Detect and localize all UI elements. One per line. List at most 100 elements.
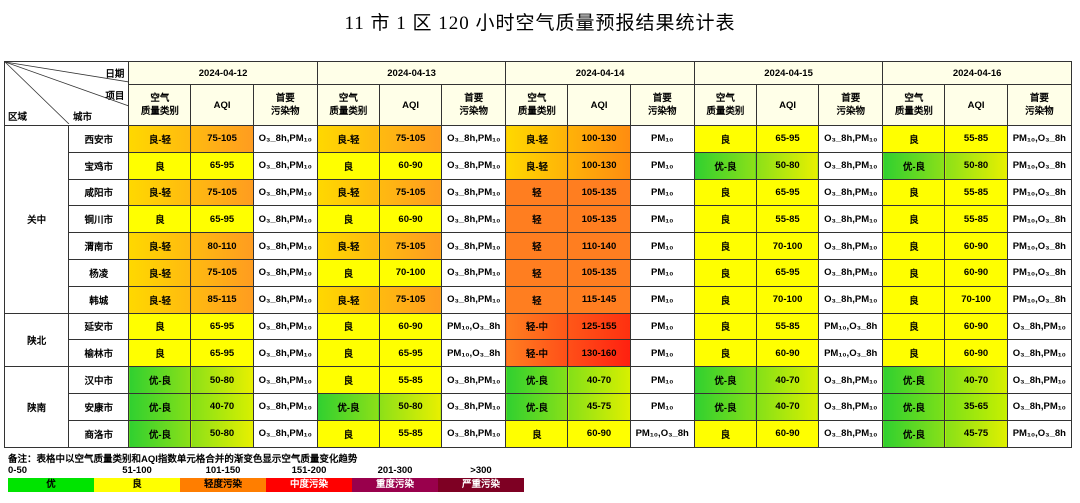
pollutant-cell: O₃_8h,PM₁₀ (252, 392, 318, 421)
category-cell: 良 (882, 312, 946, 341)
category-cell: 优-良 (882, 151, 946, 180)
date-header: 2024-04-16 (882, 61, 1072, 85)
city-cell: 渭南市 (68, 232, 130, 260)
category-header-line2: 质量类别 (329, 106, 368, 117)
aqi-cell: 40-70 (755, 366, 820, 394)
table-row: 渭南市 良-轻 80-110 O₃_8h,PM₁₀ 良-轻 75-105 O₃_8h,PM₁… (5, 232, 1073, 260)
category-cell: 良 (882, 232, 946, 260)
aqi-cell: 75-105 (378, 232, 443, 260)
aqi-cell: 50-80 (190, 419, 254, 448)
date-header: 2024-04-14 (505, 61, 695, 85)
legend-range: 0-50 (8, 465, 28, 476)
aqi-cell: 50-80 (378, 392, 443, 421)
legend-range: 201-300 (377, 465, 413, 476)
category-cell: 良 (693, 285, 757, 314)
corner-item-label: 项目 (105, 91, 125, 102)
pollutant-cell: O₃_8h,PM₁₀ (252, 366, 318, 394)
category-cell: 优-良 (505, 366, 569, 394)
category-cell: 良 (316, 419, 380, 448)
city-cell: 延安市 (68, 312, 130, 341)
legend-range: 151-200 (291, 465, 327, 476)
category-header: 空气 质量类别 (693, 84, 757, 126)
category-cell: 良-轻 (316, 285, 380, 314)
pollutant-cell: PM₁₀,O₃_8h (1006, 285, 1073, 314)
category-header-line2: 质量类别 (894, 106, 933, 117)
category-cell: 良-轻 (128, 232, 192, 260)
pollutant-header-line2: 污染物 (647, 106, 677, 117)
pollutant-cell: PM₁₀ (629, 285, 695, 314)
table-row: 咸阳市 良-轻 75-105 O₃_8h,PM₁₀ 良-轻 75-105 O₃_8h,PM₁… (5, 178, 1073, 207)
category-cell: 优-良 (128, 419, 192, 448)
aqi-cell: 75-105 (378, 178, 443, 207)
legend-swatch: 重度污染 (352, 478, 438, 492)
aqi-header: AQI (755, 84, 820, 126)
table-row: 榆林市良 65-95 O₃_8h,PM₁₀ 良 65-95 PM₁₀,O₃_8h 轻-中 13… (5, 339, 1073, 368)
category-cell: 良 (882, 285, 946, 314)
table-row: 铜川市良 65-95 O₃_8h,PM₁₀ 良 60-90 O₃_8h,PM₁₀ 轻 105-… (5, 205, 1073, 234)
category-cell: 良 (693, 178, 757, 207)
pollutant-cell: O₃_8h,PM₁₀ (252, 419, 318, 448)
legend-swatch: 优 (8, 478, 94, 492)
corner-diagonal-lines (5, 62, 128, 124)
aqi-cell: 70-100 (755, 232, 820, 260)
category-cell: 良 (316, 151, 380, 180)
aqi-cell: 75-105 (378, 125, 443, 153)
table-row: 韩城 良-轻 85-115 O₃_8h,PM₁₀ 良-轻 75-105 O₃_8h,PM₁₀… (5, 285, 1073, 314)
category-header-line2: 质量类别 (517, 106, 556, 117)
corner-city-label: 城市 (73, 112, 93, 123)
category-header: 空气 质量类别 (882, 84, 946, 126)
pollutant-cell: O₃_8h,PM₁₀ (252, 178, 318, 207)
aqi-cell: 65-95 (190, 312, 254, 341)
pollutant-cell: PM₁₀ (629, 125, 695, 153)
pollutant-cell: O₃_8h,PM₁₀ (441, 232, 507, 260)
table-row: 关中 西安市 良-轻 75-105 O₃_8h,PM₁₀ 良-轻 75-105 O₃_8h,P… (3, 125, 1073, 314)
category-cell: 优-良 (882, 392, 946, 421)
pollutant-cell: O₃_8h,PM₁₀ (252, 205, 318, 234)
aqi-header: AQI (567, 84, 631, 126)
pollutant-cell: O₃_8h,PM₁₀ (818, 366, 884, 394)
aqi-cell: 75-105 (378, 285, 443, 314)
pollutant-cell: O₃_8h,PM₁₀ (441, 392, 507, 421)
pollutant-cell: O₃_8h,PM₁₀ (818, 285, 884, 314)
pollutant-header-line2: 污染物 (1025, 106, 1054, 117)
pollutant-cell: O₃_8h,PM₁₀ (441, 366, 507, 394)
aqi-header: AQI (190, 84, 254, 126)
category-cell: 优-良 (316, 392, 380, 421)
aqi-cell: 100-130 (567, 151, 631, 180)
pollutant-cell: O₃_8h,PM₁₀ (1006, 339, 1073, 368)
category-header: 空气 质量类别 (505, 84, 569, 126)
aqi-cell: 40-70 (567, 366, 631, 394)
category-cell: 轻-中 (505, 312, 569, 341)
pollutant-cell: PM₁₀ (629, 312, 695, 341)
category-cell: 轻 (505, 285, 569, 314)
pollutant-cell: PM₁₀,O₃_8h (441, 312, 507, 341)
pollutant-cell: O₃_8h,PM₁₀ (818, 232, 884, 260)
aqi-cell: 40-70 (755, 392, 820, 421)
category-cell: 良 (693, 232, 757, 260)
aqi-cell: 70-100 (378, 258, 443, 287)
city-cell: 西安市 (68, 125, 130, 153)
aqi-header: AQI (944, 84, 1008, 126)
category-cell: 良-轻 (128, 258, 192, 287)
aqi-cell: 60-90 (567, 419, 631, 448)
aqi-cell: 60-90 (378, 312, 443, 341)
pollutant-cell: O₃_8h,PM₁₀ (441, 285, 507, 314)
pollutant-cell: O₃_8h,PM₁₀ (252, 339, 318, 368)
legend-range: 51-100 (122, 465, 152, 476)
pollutant-header-line2: 污染物 (459, 106, 488, 117)
aqi-cell: 55-85 (755, 312, 820, 341)
aqi-cell: 55-85 (378, 366, 443, 394)
category-cell: 优-良 (882, 366, 946, 394)
aqi-cell: 130-160 (567, 339, 631, 368)
legend-swatch: 严重污染 (438, 478, 524, 492)
date-header: 2024-04-12 (128, 61, 318, 85)
aqi-header: AQI (378, 84, 443, 126)
category-cell: 良 (316, 339, 380, 368)
forecast-table: 日期 项目 区域 城市 2024-04-12 2024-04-13 2024-04-… (3, 61, 1073, 448)
category-cell: 良-轻 (316, 125, 380, 153)
category-cell: 良 (128, 339, 192, 368)
pollutant-cell: PM₁₀ (629, 205, 695, 234)
pollutant-cell: PM₁₀ (629, 392, 695, 421)
category-cell: 良 (316, 258, 380, 287)
pollutant-cell: O₃_8h,PM₁₀ (441, 178, 507, 207)
